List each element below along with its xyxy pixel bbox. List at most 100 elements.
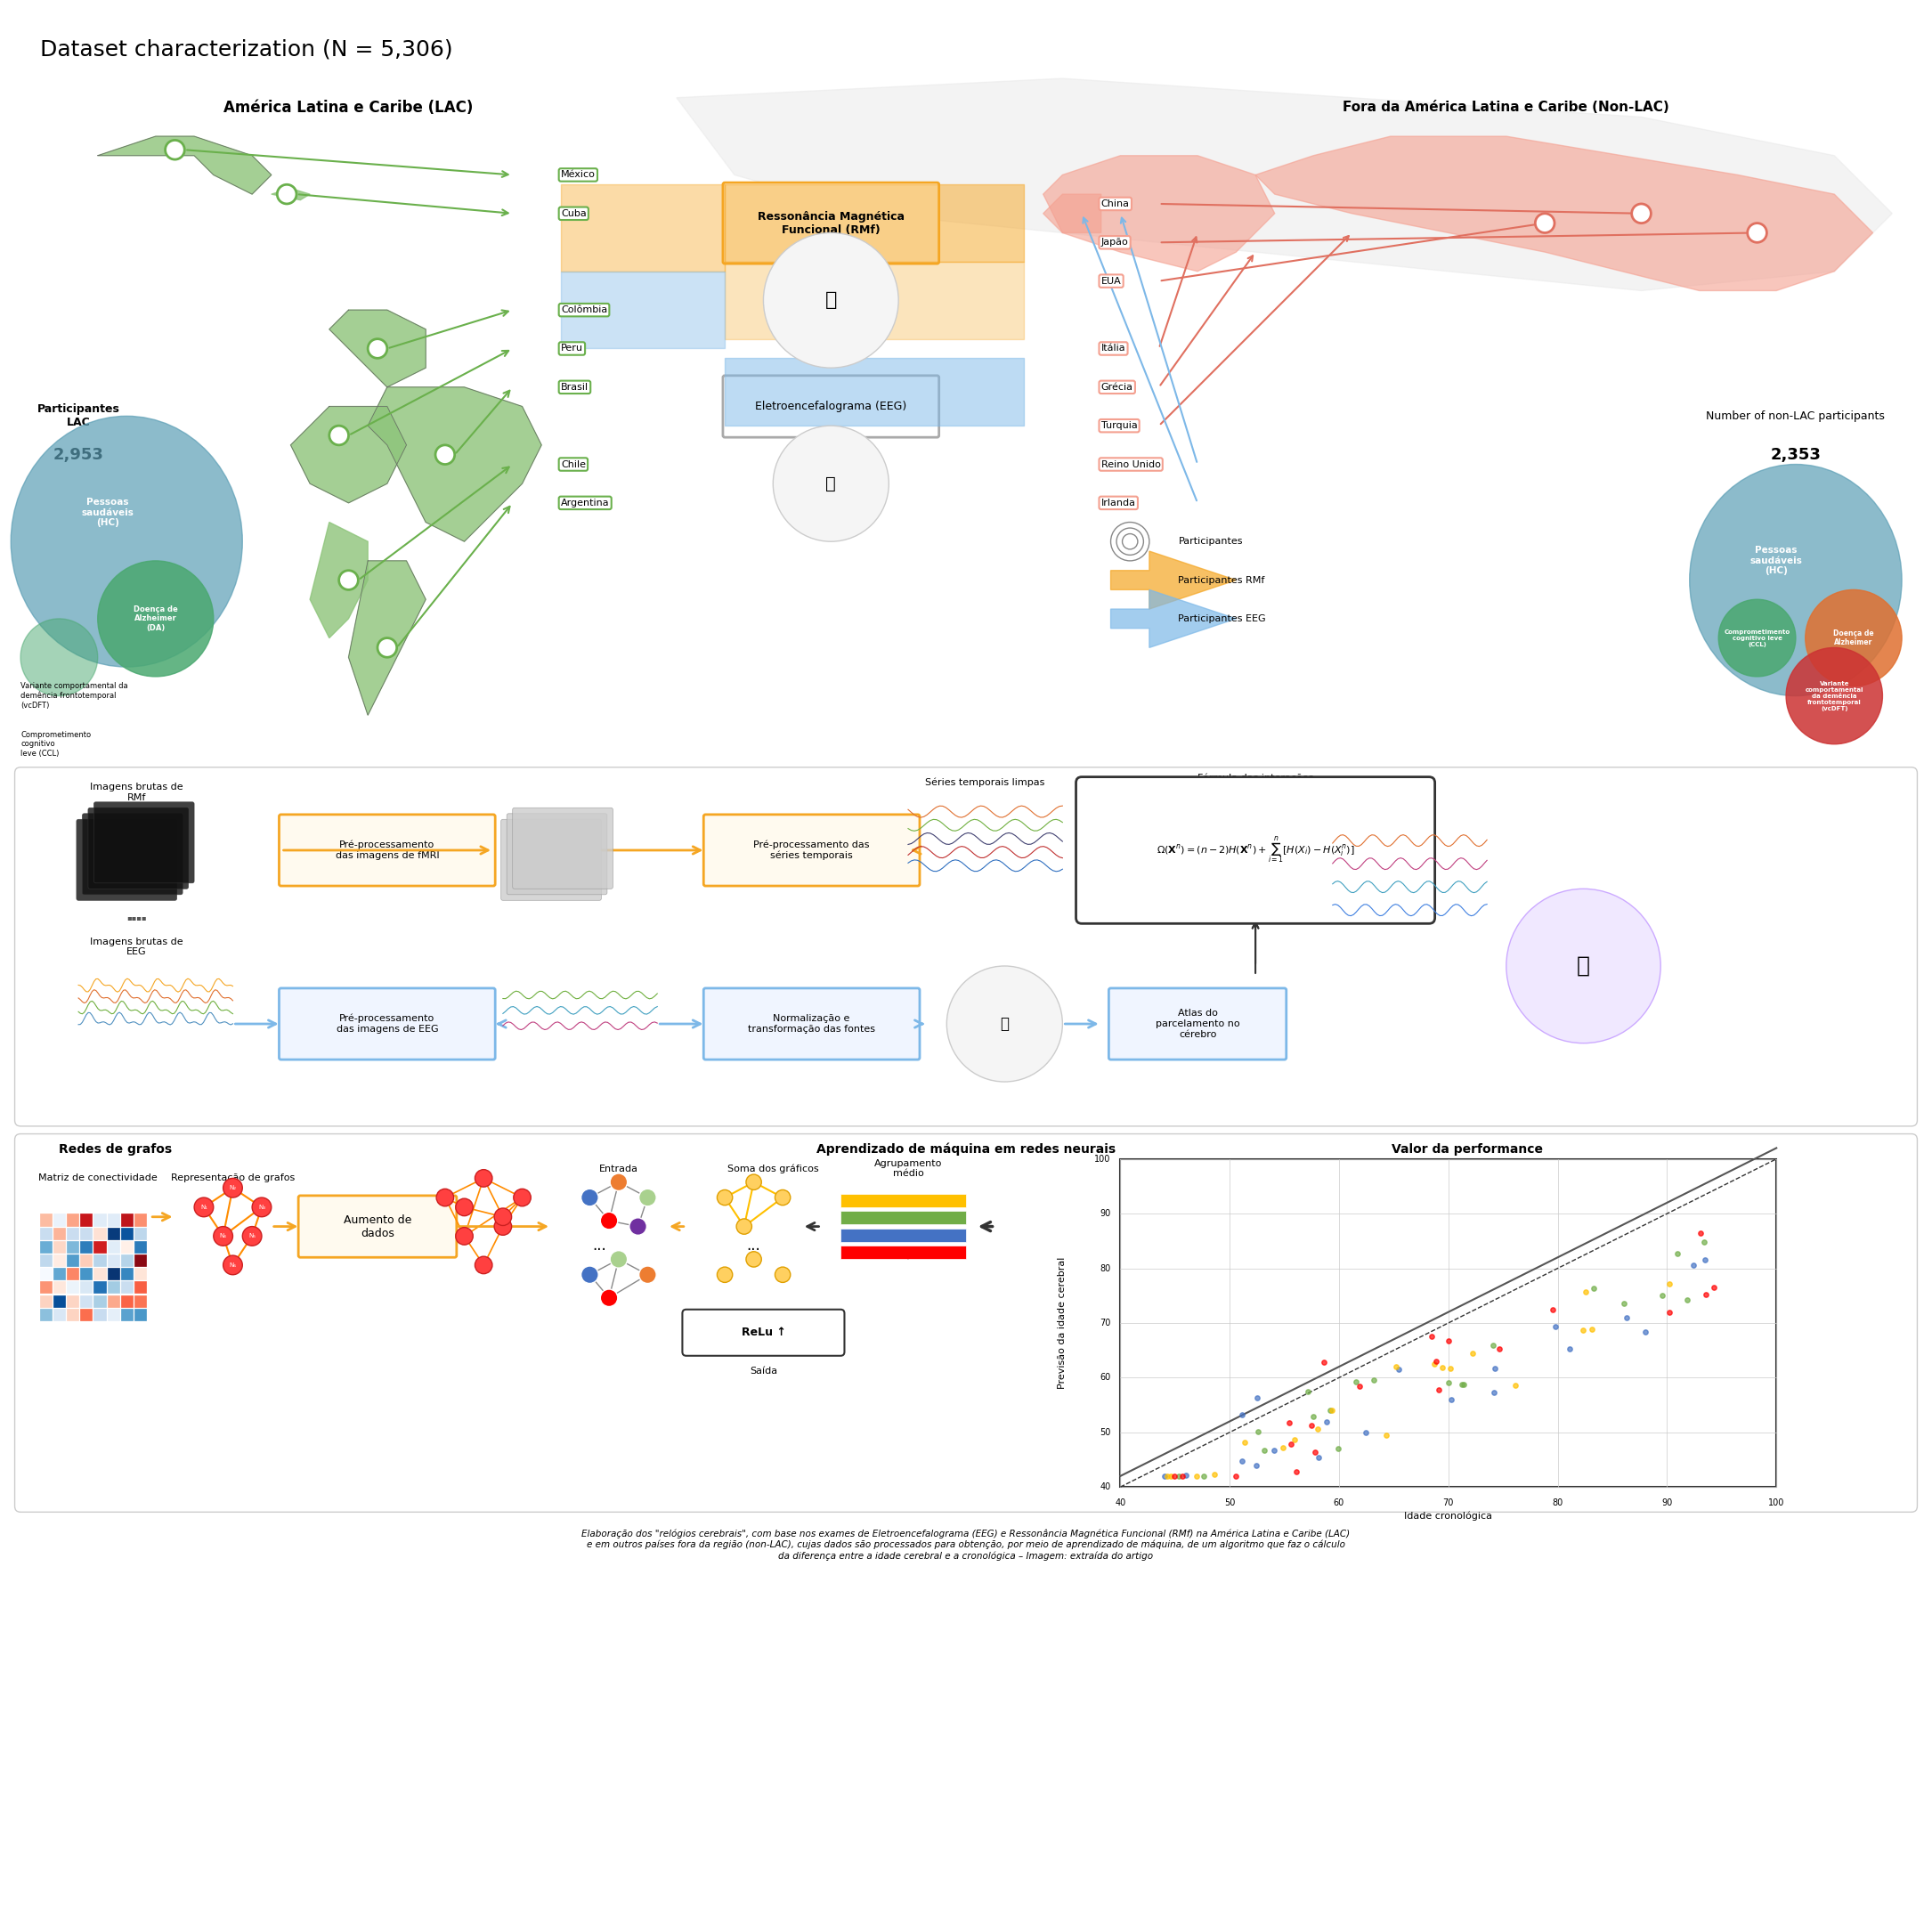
- Text: Imagens brutas de
RMf: Imagens brutas de RMf: [89, 782, 184, 802]
- Text: Variante comportamental da
demência frontotemporal
(vcDFT): Variante comportamental da demência fron…: [21, 682, 128, 709]
- Point: [1567, 1314, 1598, 1345]
- Bar: [54, 1254, 66, 1267]
- Polygon shape: [290, 406, 406, 502]
- Point: [1150, 1461, 1180, 1492]
- Text: Pré-processamento
das imagens de EEG: Pré-processamento das imagens de EEG: [336, 1014, 439, 1034]
- Point: [1159, 1461, 1190, 1492]
- Bar: [95, 1227, 106, 1240]
- FancyBboxPatch shape: [15, 767, 1917, 1126]
- Bar: [95, 1294, 106, 1308]
- Bar: [122, 1294, 133, 1308]
- Point: [1679, 1250, 1710, 1281]
- Ellipse shape: [1690, 464, 1901, 696]
- Point: [1540, 1310, 1571, 1341]
- Point: [1323, 1434, 1354, 1464]
- Circle shape: [437, 1188, 454, 1206]
- Point: [1434, 1325, 1464, 1356]
- Bar: [41, 1213, 52, 1227]
- Text: Number of non-LAC participants: Number of non-LAC participants: [1706, 410, 1886, 421]
- Circle shape: [475, 1256, 493, 1273]
- Bar: [95, 1254, 106, 1267]
- FancyBboxPatch shape: [15, 1134, 1917, 1513]
- Bar: [68, 1281, 79, 1294]
- Bar: [81, 1240, 93, 1254]
- Point: [1293, 1376, 1323, 1406]
- Bar: [81, 1308, 93, 1321]
- Point: [1383, 1354, 1414, 1385]
- Text: Grécia: Grécia: [1101, 383, 1134, 392]
- Point: [1420, 1347, 1451, 1378]
- Text: Reino Unido: Reino Unido: [1101, 460, 1161, 469]
- Point: [1258, 1434, 1289, 1464]
- Text: Pré-processamento das
séries temporais: Pré-processamento das séries temporais: [753, 840, 869, 860]
- Point: [1200, 1459, 1231, 1490]
- Point: [1350, 1418, 1381, 1449]
- Point: [1690, 1279, 1721, 1310]
- Bar: [41, 1308, 52, 1321]
- Point: [1316, 1395, 1347, 1426]
- Text: Fora da América Latina e Caribe (Non-LAC): Fora da América Latina e Caribe (Non-LAC…: [1343, 100, 1669, 114]
- Bar: [135, 1281, 147, 1294]
- Polygon shape: [328, 309, 425, 386]
- Bar: [68, 1267, 79, 1281]
- Text: $\Omega(\mathbf{X}^n) = (n-2)H(\mathbf{X}^n) + \sum_{i=1}^{n}[H(X_i) - H(X_i^n)]: $\Omega(\mathbf{X}^n) = (n-2)H(\mathbf{X…: [1155, 835, 1354, 866]
- Point: [1611, 1302, 1642, 1333]
- Circle shape: [611, 1173, 628, 1190]
- Point: [1631, 1318, 1662, 1349]
- Text: Peru: Peru: [560, 344, 583, 354]
- Bar: [41, 1240, 52, 1254]
- FancyBboxPatch shape: [512, 808, 612, 889]
- Circle shape: [195, 1198, 213, 1217]
- Point: [1478, 1329, 1509, 1360]
- Text: 80: 80: [1551, 1499, 1563, 1507]
- Text: Idade cronológica: Idade cronológica: [1405, 1511, 1492, 1520]
- Bar: [81, 1267, 93, 1281]
- Point: [1182, 1461, 1213, 1492]
- FancyBboxPatch shape: [95, 802, 195, 883]
- Text: 60: 60: [1333, 1499, 1345, 1507]
- Text: China: China: [1101, 199, 1130, 209]
- Ellipse shape: [1804, 589, 1901, 686]
- Point: [1449, 1370, 1480, 1401]
- Bar: [95, 1281, 106, 1294]
- Point: [1418, 1349, 1449, 1379]
- Bar: [122, 1213, 133, 1227]
- Point: [1662, 1238, 1692, 1269]
- Bar: [95, 1240, 106, 1254]
- Circle shape: [582, 1188, 599, 1206]
- Text: 🧠: 🧠: [1001, 1016, 1009, 1032]
- Bar: [41, 1267, 52, 1281]
- Point: [1435, 1385, 1466, 1416]
- Text: Participantes RMf: Participantes RMf: [1179, 576, 1265, 585]
- Bar: [68, 1227, 79, 1240]
- Point: [1229, 1428, 1260, 1459]
- Bar: [840, 1211, 966, 1225]
- Point: [1308, 1347, 1339, 1378]
- Circle shape: [601, 1211, 618, 1229]
- Bar: [108, 1240, 120, 1254]
- Text: 80: 80: [1099, 1264, 1111, 1273]
- Point: [1457, 1339, 1488, 1370]
- Text: México: México: [560, 170, 595, 180]
- Text: Representação de grafos: Representação de grafos: [170, 1175, 296, 1182]
- Point: [1273, 1406, 1304, 1437]
- Point: [1275, 1428, 1306, 1459]
- Text: Itália: Itália: [1101, 344, 1126, 354]
- Text: Matriz de conectividade: Matriz de conectividade: [39, 1175, 156, 1182]
- Point: [1250, 1435, 1281, 1466]
- Bar: [81, 1281, 93, 1294]
- Bar: [135, 1254, 147, 1267]
- Bar: [108, 1294, 120, 1308]
- Circle shape: [475, 1169, 493, 1186]
- Circle shape: [611, 1250, 628, 1267]
- Text: Valor da performance: Valor da performance: [1391, 1144, 1544, 1155]
- Text: ...: ...: [593, 1238, 607, 1254]
- Text: N₄: N₄: [220, 1233, 226, 1238]
- Point: [1151, 1461, 1182, 1492]
- Polygon shape: [270, 189, 309, 201]
- Point: [1345, 1370, 1376, 1401]
- Point: [1698, 1271, 1729, 1302]
- Point: [1310, 1406, 1341, 1437]
- FancyArrow shape: [1111, 589, 1236, 647]
- Polygon shape: [309, 522, 367, 638]
